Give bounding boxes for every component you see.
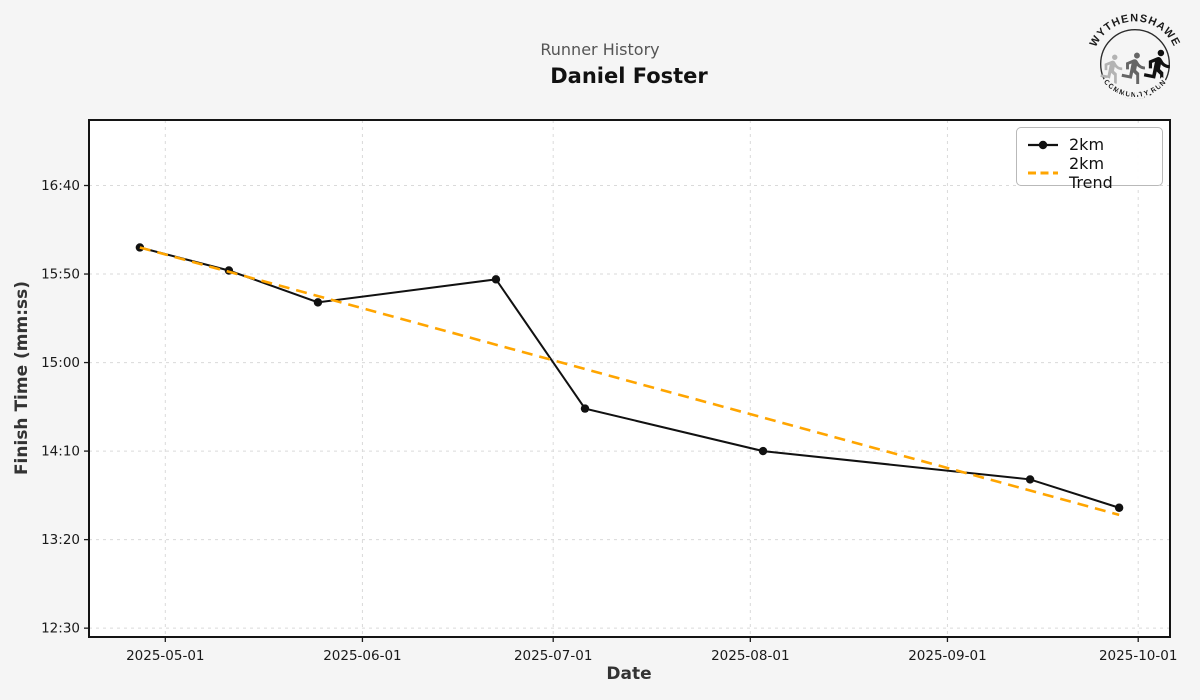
series-2km-trend-line: [139, 246, 1120, 517]
chart-subtitle: Runner History: [540, 40, 660, 59]
data-point-marker: [1025, 475, 1035, 484]
y-tick-label: 15:00: [41, 355, 80, 371]
data-point-marker: [1114, 503, 1124, 512]
x-tick-label: 2025-10-01: [1099, 648, 1177, 664]
legend-label-2km-trend: 2km Trend: [1069, 154, 1113, 192]
runner-name-title: Daniel Foster: [550, 64, 708, 88]
runner-icon-light: [1100, 54, 1123, 84]
plot-background: [89, 120, 1170, 637]
legend-label-2km: 2km: [1069, 135, 1105, 154]
x-tick-label: 2025-05-01: [126, 648, 204, 664]
wythenshawe-community-run-logo: WYTHENSHAWE COMMUNITY RUN: [1088, 12, 1182, 101]
data-point-marker: [313, 298, 323, 307]
legend-item-2km: 2km: [1027, 135, 1152, 154]
runner-icon-dark: [1143, 49, 1170, 85]
y-tick-label: 15:50: [41, 267, 80, 283]
x-tick-label: 2025-07-01: [514, 648, 592, 664]
legend-item-2km-trend: 2km Trend: [1027, 154, 1152, 192]
data-point-marker: [758, 446, 768, 456]
y-tick-label: 16:40: [41, 178, 80, 194]
runner-icon-medium: [1121, 52, 1145, 84]
logo-circle: [1100, 29, 1170, 100]
y-axis-label: Finish Time (mm:ss): [12, 280, 32, 476]
y-tick-label: 13:20: [41, 532, 80, 548]
legend-line-marker-icon: [1028, 140, 1058, 149]
x-tick-label: 2025-06-01: [323, 648, 401, 664]
legend: 2km 2km Trend: [1016, 127, 1163, 192]
data-point-marker: [580, 404, 590, 413]
x-axis-label: Date: [606, 664, 652, 684]
series-2km-line: [139, 246, 1120, 509]
legend-dashed-line-icon: [1028, 171, 1058, 175]
x-tick-label: 2025-08-01: [711, 648, 789, 664]
y-tick-label: 12:30: [41, 621, 80, 637]
x-tick-label: 2025-09-01: [908, 648, 986, 664]
plot-frame: [88, 119, 1171, 638]
y-tick-label: 14:10: [41, 444, 80, 460]
data-point-marker: [491, 275, 501, 284]
